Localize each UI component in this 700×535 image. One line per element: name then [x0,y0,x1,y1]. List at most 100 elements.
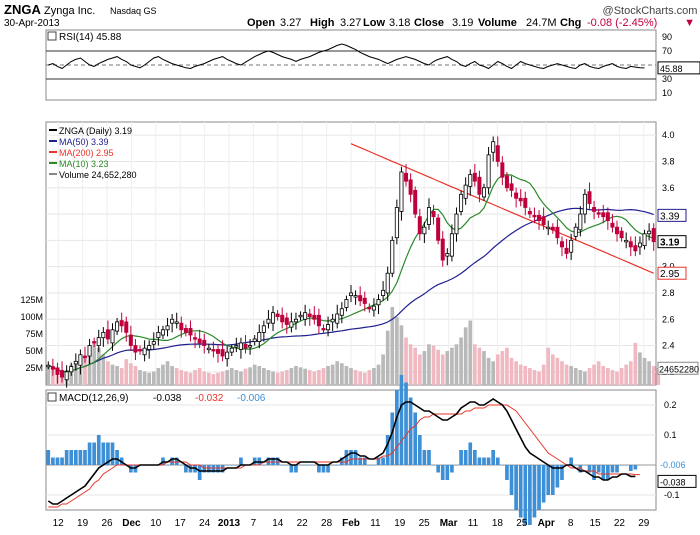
candle-body [119,320,124,327]
volume-bar [303,368,307,385]
macd-x-axis-label: Mar [440,518,458,529]
volume-bar [165,361,170,385]
quote-summary: Open 3.27 High 3.27 Low 3.18 Close 3.19 … [247,17,695,29]
price-tick-label: 2.8 [662,288,675,298]
rsi-legend-box [47,31,57,41]
price-legend-label: ZNGA (Daily) 3.19 [59,126,132,136]
macd-x-axis-label: Apr [538,518,555,529]
candle-body [307,313,312,318]
macd-histogram-bar [165,465,170,466]
candle-body [546,226,551,230]
macd-histogram-bar [78,450,83,465]
macd-histogram-bar [468,442,473,465]
volume-bar [193,370,197,385]
volume-bar [459,337,463,385]
volume-bar [647,361,651,385]
rsi-tick-label: 30 [662,74,672,84]
volume-bar [46,364,51,385]
macd-histogram-bar [569,457,573,465]
macd-histogram-bar [289,465,294,473]
macd-histogram-bar [216,465,220,473]
macd-histogram-bar [271,457,275,465]
volume-bar [243,368,248,385]
volume-bar [119,368,124,385]
candle-body [518,197,523,202]
volume-bar [262,368,266,385]
volume-bar [344,366,349,385]
volume-bar [546,347,551,385]
candle-body [637,242,642,248]
macd-x-axis-label: 24 [199,518,211,529]
volume-tick-label: 50M [25,346,43,356]
volume-bar [216,372,220,385]
volume-bar [436,349,440,385]
macd-histogram-bar [51,457,55,465]
macd-histogram-bar [431,465,436,466]
candle-body [605,212,610,222]
candle-body [647,230,652,235]
close-label: Close [414,17,444,29]
chg-label: Chg [560,17,581,29]
volume-bar [78,368,83,385]
volume-bar [463,327,468,385]
macd-histogram-bar [87,442,92,465]
candle-body [523,197,528,208]
volume-bar [486,357,491,385]
macd-histogram-bar [482,457,486,465]
volume-bar [399,325,404,385]
candle-body [87,345,92,357]
volume-bar [651,366,656,385]
volume-bar [225,370,229,385]
macd-histogram-bar [436,465,440,473]
volume-bar [92,344,96,385]
volume-bar [298,367,303,385]
candle-body [110,329,115,344]
candle-body [124,321,129,333]
volume-bar [335,361,340,385]
rsi-tick-label: 90 [662,32,672,42]
volume-bar [532,370,537,385]
macd-histogram-bar [298,465,303,466]
candle-body [431,211,436,218]
candle-body [527,211,532,215]
macd-hist-tag: -0.006 [660,460,686,470]
candle-body [234,345,239,348]
candle-body [284,317,289,325]
company-name: Zynga Inc. [44,5,95,17]
candle-body [404,172,409,182]
volume-bar [514,361,518,385]
macd-histogram-bar [495,457,500,465]
macd-histogram-bar [500,465,505,466]
candle-body [289,321,294,328]
macd-histogram-bar [367,465,372,466]
volume-bar [440,354,445,385]
volume-bar [239,371,243,385]
macd-x-axis-label: 17 [175,518,187,529]
volume-tag-box [657,361,699,375]
watermark: @StockCharts.com [603,5,698,17]
candle-body [344,299,349,308]
price-tick-label: 4.0 [662,130,675,140]
macd-histogram-bar [486,457,491,465]
volume-bar [156,368,161,385]
macd-histogram-bar [266,457,271,465]
candle-body [486,154,491,189]
macd-histogram-bar [106,442,110,465]
candle-body [50,366,55,370]
macd-histogram-bar [560,465,564,480]
candle-body [243,343,248,349]
candle-body [188,328,193,336]
volume-bar [601,366,606,385]
macd-x-axis-label: Dec [122,518,141,529]
macd-histogram-bar [509,465,514,495]
candle-body [596,212,601,215]
volume-bar [468,320,473,385]
macd-histogram-bar [64,450,69,465]
candle-body [417,216,422,235]
macd-histogram-bar [312,465,317,466]
open-label: Open [247,17,275,29]
macd-histogram-bar [454,465,459,466]
candle-body [445,253,450,257]
